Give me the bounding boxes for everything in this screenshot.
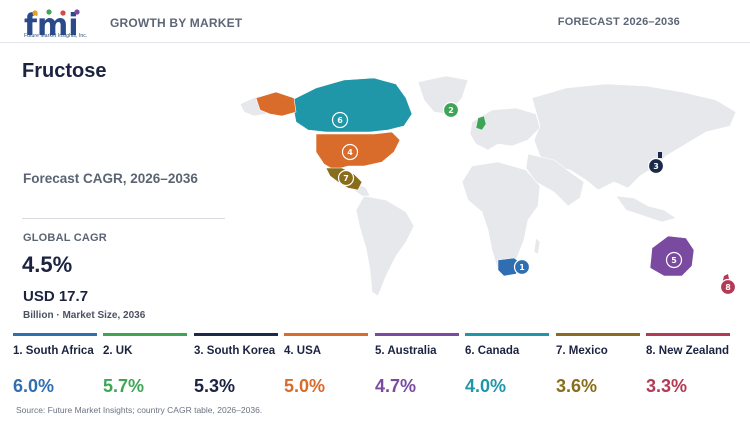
marker-uk: 2 [442,101,460,119]
global-cagr-value: 4.5% [22,252,73,277]
country-item-mexico: 7. Mexico 3.6% [556,333,640,396]
header-forecast-period: FORECAST 2026–2036 [557,16,680,28]
country-cagr: 3.3% [646,376,688,396]
world-map: 1 2 3 4 5 6 7 8 [239,75,737,297]
marker-south-korea-label: 3 [653,162,659,171]
country-name: 5. Australia [375,345,437,357]
south-america-shape [355,195,415,297]
marker-usa-label: 4 [347,148,353,157]
marker-mexico: 7 [337,169,355,187]
country-cagr: 4.7% [375,376,417,396]
header-section-title: GROWTH BY MARKET [110,16,243,30]
country-color-bar [375,333,459,336]
country-item-south-korea: 3. South Korea 5.3% [194,333,278,396]
country-color-bar [556,333,640,336]
greenland-shape [417,75,469,115]
middle-east-shape [525,153,585,207]
country-ranking: 1. South Africa 6.0% 2. UK 5.7% 3. South… [13,333,735,403]
logo-tagline: Future Market Insights, Inc. [24,33,88,39]
marker-south-africa-label: 1 [519,263,525,272]
country-item-south-africa: 1. South Africa 6.0% [13,333,97,396]
country-item-uk: 2. UK 5.7% [103,333,187,396]
marker-mexico-label: 7 [343,174,349,183]
marker-south-africa: 1 [513,258,531,276]
country-cagr: 4.0% [465,376,507,396]
marker-usa: 4 [341,143,359,161]
country-item-australia: 5. Australia 4.7% [375,333,459,396]
panel-divider [22,218,225,219]
country-name: 3. South Korea [194,345,276,357]
country-name: 6. Canada [465,345,520,357]
marker-australia-label: 5 [671,256,677,265]
country-item-usa: 4. USA 5.0% [284,333,368,396]
country-item-canada: 6. Canada 4.0% [465,333,549,396]
country-cagr: 5.0% [284,376,326,396]
country-color-bar [194,333,278,336]
marker-new-zealand: 8 [719,278,737,296]
country-name: 2. UK [103,345,133,357]
marker-uk-label: 2 [448,106,454,115]
country-cagr: 5.7% [103,376,145,396]
market-size-value: USD 17.7 [23,288,89,305]
country-cagr: 5.3% [194,376,236,396]
country-color-bar [646,333,730,336]
madagascar-shape [533,237,541,255]
south-korea-shape [658,152,662,158]
southeast-asia-shape [615,195,677,223]
marker-canada-label: 6 [337,116,343,125]
uk-shape [475,115,487,131]
alaska-usa-shape [255,91,297,117]
europe-shape [469,107,541,151]
country-name: 1. South Africa [13,345,94,357]
country-color-bar [465,333,549,336]
country-name: 7. Mexico [556,345,608,357]
country-cagr: 3.6% [556,376,598,396]
africa-shape [461,161,541,273]
country-color-bar [284,333,368,336]
forecast-cagr-label: Forecast CAGR, 2026–2036 [23,171,198,186]
country-name: 4. USA [284,345,322,357]
global-cagr-label: GLOBAL CAGR [23,232,107,244]
country-color-bar [13,333,97,336]
canada-shape [291,77,413,133]
fmi-logo: fmi [24,8,80,43]
marker-canada: 6 [331,111,349,129]
country-cagr: 6.0% [13,376,55,396]
marker-new-zealand-label: 8 [725,283,731,292]
country-name: 8. New Zealand [646,345,730,357]
country-item-new-zealand: 8. New Zealand 3.3% [646,333,730,396]
country-color-bar [103,333,187,336]
header-divider [0,42,750,43]
market-size-caption: Billion · Market Size, 2036 [23,310,146,321]
marker-south-korea: 3 [647,157,665,175]
source-note: Source: Future Market Insights; country … [16,405,263,415]
marker-australia: 5 [665,251,683,269]
page-title: Fructose [22,60,107,82]
